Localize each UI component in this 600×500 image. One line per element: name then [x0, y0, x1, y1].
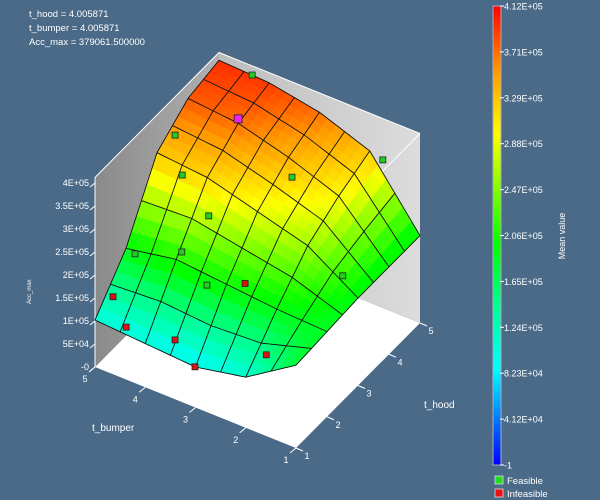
surface-gridlines [94, 59, 421, 378]
feasible-point-marker [339, 272, 347, 280]
y-tick [326, 416, 335, 421]
legend-infeasible-label: Infeasible [507, 489, 548, 500]
z-tick-label: 5E+04 [63, 339, 89, 349]
sample-points [109, 71, 387, 371]
z-tick [89, 251, 96, 257]
infeasible-point-marker [191, 363, 199, 371]
z-tick-label: 2.5E+05 [55, 247, 89, 257]
legend-feasible-swatch [494, 475, 504, 485]
x-tick [289, 447, 297, 454]
y-tick [419, 322, 428, 327]
y-tick-label: 4 [397, 357, 402, 367]
feasible-point-marker [203, 281, 211, 289]
x-tick-label: 3 [183, 415, 188, 425]
z-tick-label: 1.5E+05 [55, 293, 89, 303]
colorbar-title: Mean value [557, 213, 567, 260]
infeasible-point-marker [109, 293, 117, 301]
info-t-hood: t_hood = 4.005871 [29, 9, 109, 20]
y-axis-title: t_hood [424, 400, 455, 411]
colorbar-tick-label: 4.12E+05 [504, 2, 543, 12]
colorbar-tick-label: 2.88E+05 [504, 139, 543, 149]
z-tick [89, 228, 96, 234]
feasible-point-marker [288, 173, 296, 181]
colorbar-tick-label: 1.24E+05 [504, 323, 543, 333]
z-tick [89, 343, 96, 349]
infeasible-point-marker [122, 323, 130, 331]
x-tick [138, 386, 146, 393]
feasible-point-marker [178, 248, 186, 256]
z-tick-label: -0 [81, 362, 89, 372]
z-tick [89, 182, 96, 188]
feasible-point-marker [171, 131, 179, 139]
colorbar-tick-label: -1 [504, 461, 512, 471]
x-tick-label: 2 [233, 435, 238, 445]
x-tick [88, 366, 96, 373]
z-axis-title: Acc_max [27, 279, 33, 304]
colorbar-tick-label: 4.12E+04 [504, 415, 543, 425]
feasible-point-marker [205, 212, 213, 220]
z-tick-label: 2E+05 [63, 270, 89, 280]
gridline-hood [187, 98, 390, 268]
box-top-edge [94, 51, 421, 178]
gridline-hood [156, 152, 359, 299]
infeasible-point-marker [241, 280, 249, 287]
colorbar-tick-label: 2.47E+05 [504, 185, 543, 195]
z-tick-label: 3.5E+05 [55, 201, 89, 211]
y-tick-label: 3 [366, 389, 371, 399]
x-tick-label: 4 [133, 394, 138, 404]
x-axis-title: t_bumper [92, 423, 135, 434]
info-acc-max: Acc_max = 379061.500000 [29, 37, 145, 48]
infeasible-point-marker [262, 351, 270, 359]
y-tick-label: 1 [304, 451, 309, 461]
selected-point-marker [233, 114, 243, 124]
x-tick-label: 5 [82, 374, 87, 384]
infeasible-point-marker [171, 336, 179, 344]
z-tick [89, 274, 96, 280]
z-tick-label: 3E+05 [63, 224, 89, 234]
gridline-hood [203, 78, 405, 252]
colorbar-tick-label: 8.23E+04 [504, 369, 543, 379]
z-tick [89, 320, 96, 326]
gridline-bumper [94, 60, 220, 321]
colorbar-tick-label: 1.65E+05 [504, 277, 543, 287]
y-tick-label: 2 [335, 420, 340, 430]
z-tick [89, 205, 96, 211]
z-tick-label: 1E+05 [63, 316, 89, 326]
feasible-point-marker [131, 250, 139, 258]
gridline-hood [172, 125, 374, 283]
feasible-point-marker [379, 156, 387, 164]
gridline-bumper [169, 97, 295, 356]
x-tick [239, 427, 247, 434]
info-t-bumper: t_bumper = 4.005871 [29, 23, 120, 34]
y-tick [295, 447, 304, 452]
colorbar [492, 5, 502, 466]
z-tick [89, 297, 96, 303]
feasible-point-marker [178, 171, 186, 179]
colorbar-tick-label: 3.29E+05 [504, 93, 543, 103]
gridline-bumper [144, 82, 270, 344]
legend-infeasible-swatch [494, 488, 504, 498]
legend-feasible-label: Feasible [507, 476, 543, 487]
y-tick [357, 385, 366, 389]
z-tick-label: 4E+05 [63, 178, 89, 188]
colorbar-tick-label: 2.06E+05 [504, 231, 543, 241]
gridline-bumper [119, 71, 245, 332]
x-tick [189, 407, 196, 413]
y-tick-label: 5 [428, 326, 433, 336]
colorbar-tick-label: 3.71E+05 [504, 47, 543, 57]
y-tick [388, 353, 397, 358]
x-tick-label: 1 [283, 455, 288, 465]
feasible-point-marker [248, 71, 256, 79]
